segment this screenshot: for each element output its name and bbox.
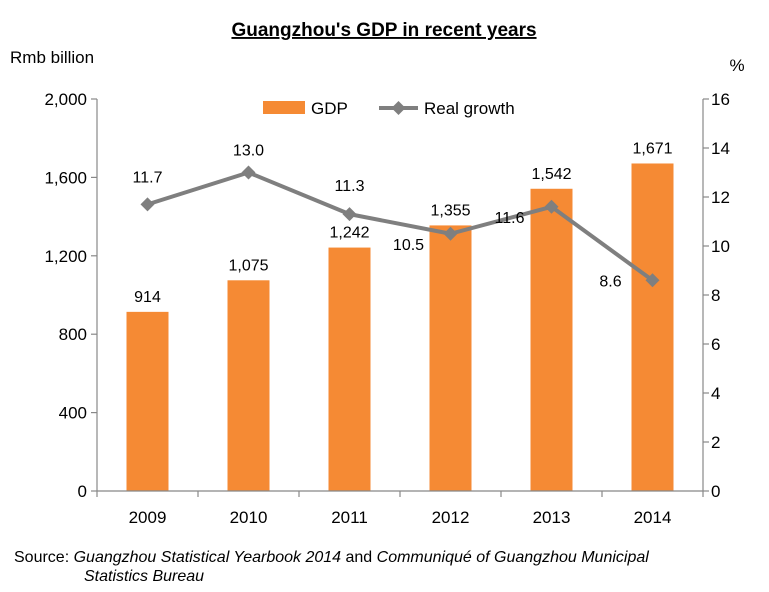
source-note: Source: Guangzhou Statistical Yearbook 2… (14, 548, 754, 586)
legend-growth-marker (391, 101, 406, 115)
y-right-tick-label: 10 (711, 237, 730, 256)
chart-title: Guangzhou's GDP in recent years (231, 20, 536, 41)
y-right-tick-label: 8 (711, 286, 720, 305)
growth-point-2010 (241, 165, 256, 180)
source-ref-2-line-2: Statistics Bureau (84, 568, 205, 585)
source-prefix: Source: (14, 549, 74, 566)
y-right-tick-label: 6 (711, 335, 720, 354)
growth-line (146, 170, 654, 282)
y-right-tick-label: 16 (711, 90, 730, 109)
y-left-tick-label: 1,600 (44, 168, 87, 187)
bar-2009 (126, 311, 169, 491)
legend-growth-label: Real growth (424, 99, 515, 118)
y-right-tick-label: 2 (711, 433, 720, 452)
growth-point-2013 (544, 199, 559, 214)
legend-gdp-swatch (263, 101, 305, 114)
growth-point-2009 (140, 197, 155, 212)
y-left-tick-label: 1,200 (44, 247, 87, 266)
bar-value-label: 1,355 (430, 202, 470, 219)
x-tick-label: 2014 (634, 508, 672, 527)
x-tick-label: 2010 (230, 508, 268, 527)
growth-value-label: 13.0 (233, 143, 264, 160)
bar-2011 (328, 247, 371, 491)
bar-value-label: 1,542 (531, 166, 571, 183)
growth-point-2011 (342, 207, 357, 222)
chart-svg: Guangzhou's GDP in recent years Rmb billi… (10, 20, 745, 527)
growth-value-label: 11.3 (335, 178, 365, 195)
source-connector: and (341, 549, 377, 566)
y-left-tick-label: 800 (59, 325, 87, 344)
y-right-axis-title: % (729, 56, 744, 75)
growth-value-label: 8.6 (599, 273, 621, 290)
growth-point-2014 (645, 273, 660, 288)
x-tick-label: 2012 (432, 508, 470, 527)
x-tick-label: 2009 (129, 508, 167, 527)
y-left-tick-label: 0 (78, 482, 87, 501)
source-ref-1: Guangzhou Statistical Yearbook 2014 (73, 549, 342, 566)
y-right-tick-label: 12 (711, 188, 730, 207)
source-ref-2-line-1: Communiqué of Guangzhou Municipal (376, 549, 649, 566)
x-tick-label: 2013 (533, 508, 571, 527)
bar-value-label: 914 (134, 289, 161, 306)
y-left-tick-label: 400 (59, 404, 87, 423)
growth-value-label: 10.5 (393, 237, 424, 254)
y-right-tick-label: 14 (711, 139, 730, 158)
y-left-axis-title: Rmb billion (10, 48, 94, 67)
bar-value-label: 1,242 (329, 225, 369, 242)
y-left-tick-label: 2,000 (44, 90, 87, 109)
bar-value-label: 1,075 (228, 257, 268, 274)
growth-value-label: 11.6 (495, 210, 525, 227)
bar-2013 (530, 188, 573, 491)
growth-value-label: 11.7 (133, 169, 163, 186)
y-right-tick-label: 0 (711, 482, 720, 501)
bar-2012 (429, 225, 472, 492)
growth-point-2012 (443, 226, 458, 241)
bar-2014 (631, 163, 674, 491)
bar-2010 (227, 280, 270, 491)
x-tick-label: 2011 (331, 508, 368, 527)
y-right-tick-label: 4 (711, 384, 720, 403)
legend-gdp-label: GDP (311, 99, 348, 118)
bar-value-label: 1,671 (632, 140, 672, 157)
